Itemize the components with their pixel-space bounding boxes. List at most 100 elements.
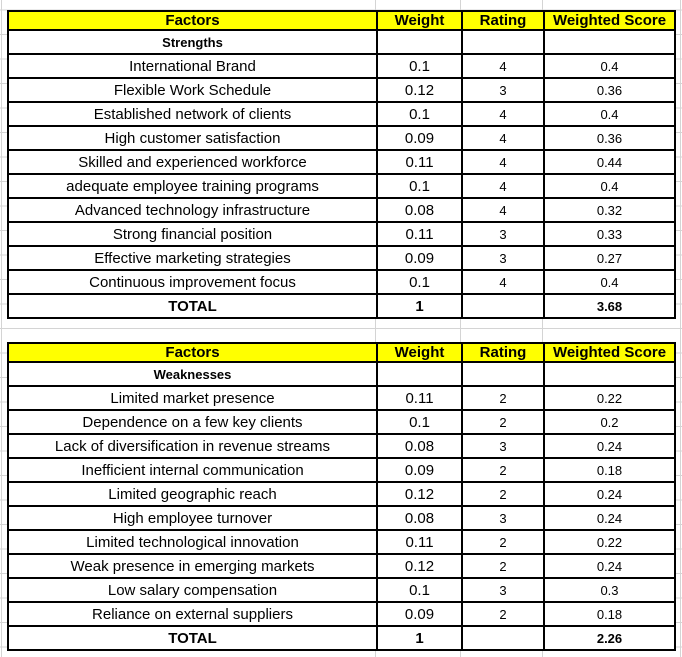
empty-cell[interactable]: [543, 29, 676, 55]
factor-cell[interactable]: Limited geographic reach: [7, 481, 378, 507]
factor-cell[interactable]: Effective marketing strategies: [7, 245, 378, 271]
score-cell[interactable]: 0.18: [543, 601, 676, 627]
score-cell[interactable]: 0.3: [543, 577, 676, 603]
rating-cell[interactable]: 3: [461, 433, 545, 459]
rating-cell[interactable]: 3: [461, 245, 545, 271]
factor-cell[interactable]: Low salary compensation: [7, 577, 378, 603]
score-cell[interactable]: 0.22: [543, 529, 676, 555]
factor-cell[interactable]: Strong financial position: [7, 221, 378, 247]
rating-cell[interactable]: 4: [461, 269, 545, 295]
weight-cell[interactable]: 0.11: [376, 221, 463, 247]
weight-cell[interactable]: 0.12: [376, 553, 463, 579]
total-score-cell[interactable]: 3.68: [543, 293, 676, 319]
rating-cell[interactable]: 4: [461, 197, 545, 223]
score-cell[interactable]: 0.24: [543, 505, 676, 531]
weight-cell[interactable]: 0.09: [376, 457, 463, 483]
factor-cell[interactable]: adequate employee training programs: [7, 173, 378, 199]
factor-cell[interactable]: High employee turnover: [7, 505, 378, 531]
total-label-cell[interactable]: TOTAL: [7, 625, 378, 651]
rating-cell[interactable]: 2: [461, 529, 545, 555]
weight-cell[interactable]: 0.12: [376, 481, 463, 507]
rating-cell[interactable]: 4: [461, 173, 545, 199]
empty-cell[interactable]: [543, 361, 676, 387]
rating-cell[interactable]: 3: [461, 577, 545, 603]
score-cell[interactable]: 0.24: [543, 553, 676, 579]
factor-cell[interactable]: Limited technological innovation: [7, 529, 378, 555]
factor-cell[interactable]: Continuous improvement focus: [7, 269, 378, 295]
factor-cell[interactable]: Weak presence in emerging markets: [7, 553, 378, 579]
rating-cell[interactable]: 2: [461, 553, 545, 579]
score-cell[interactable]: 0.27: [543, 245, 676, 271]
score-cell[interactable]: 0.4: [543, 269, 676, 295]
rating-cell[interactable]: 2: [461, 601, 545, 627]
column-header-weight[interactable]: Weight: [376, 342, 463, 363]
factor-cell[interactable]: Inefficient internal communication: [7, 457, 378, 483]
column-header-weighted-score[interactable]: Weighted Score: [543, 342, 676, 363]
weight-cell[interactable]: 0.11: [376, 529, 463, 555]
weight-cell[interactable]: 0.12: [376, 77, 463, 103]
rating-cell[interactable]: 2: [461, 409, 545, 435]
score-cell[interactable]: 0.44: [543, 149, 676, 175]
score-cell[interactable]: 0.36: [543, 125, 676, 151]
weight-cell[interactable]: 0.1: [376, 173, 463, 199]
section-label-strengths[interactable]: Strengths: [7, 29, 378, 55]
weight-cell[interactable]: 0.09: [376, 125, 463, 151]
factor-cell[interactable]: High customer satisfaction: [7, 125, 378, 151]
score-cell[interactable]: 0.24: [543, 481, 676, 507]
score-cell[interactable]: 0.22: [543, 385, 676, 411]
rating-cell[interactable]: 4: [461, 125, 545, 151]
total-weight-cell[interactable]: 1: [376, 625, 463, 651]
score-cell[interactable]: 0.32: [543, 197, 676, 223]
score-cell[interactable]: 0.24: [543, 433, 676, 459]
total-weight-cell[interactable]: 1: [376, 293, 463, 319]
score-cell[interactable]: 0.18: [543, 457, 676, 483]
empty-cell[interactable]: [376, 29, 463, 55]
score-cell[interactable]: 0.4: [543, 53, 676, 79]
factor-cell[interactable]: Advanced technology infrastructure: [7, 197, 378, 223]
rating-cell[interactable]: 4: [461, 149, 545, 175]
factor-cell[interactable]: Reliance on external suppliers: [7, 601, 378, 627]
rating-cell[interactable]: 4: [461, 101, 545, 127]
factor-cell[interactable]: Flexible Work Schedule: [7, 77, 378, 103]
empty-cell[interactable]: [461, 361, 545, 387]
total-rating-cell[interactable]: [461, 625, 545, 651]
score-cell[interactable]: 0.33: [543, 221, 676, 247]
factor-cell[interactable]: Limited market presence: [7, 385, 378, 411]
weight-cell[interactable]: 0.09: [376, 245, 463, 271]
factor-cell[interactable]: Established network of clients: [7, 101, 378, 127]
weight-cell[interactable]: 0.1: [376, 101, 463, 127]
column-header-factors[interactable]: Factors: [7, 10, 378, 31]
weight-cell[interactable]: 0.1: [376, 577, 463, 603]
weight-cell[interactable]: 0.09: [376, 601, 463, 627]
factor-cell[interactable]: Skilled and experienced workforce: [7, 149, 378, 175]
column-header-rating[interactable]: Rating: [461, 342, 545, 363]
score-cell[interactable]: 0.4: [543, 173, 676, 199]
column-header-weighted-score[interactable]: Weighted Score: [543, 10, 676, 31]
empty-cell[interactable]: [376, 361, 463, 387]
weight-cell[interactable]: 0.1: [376, 269, 463, 295]
weight-cell[interactable]: 0.1: [376, 409, 463, 435]
empty-cell[interactable]: [461, 29, 545, 55]
total-label-cell[interactable]: TOTAL: [7, 293, 378, 319]
column-header-rating[interactable]: Rating: [461, 10, 545, 31]
score-cell[interactable]: 0.2: [543, 409, 676, 435]
factor-cell[interactable]: Dependence on a few key clients: [7, 409, 378, 435]
weight-cell[interactable]: 0.08: [376, 433, 463, 459]
rating-cell[interactable]: 2: [461, 385, 545, 411]
rating-cell[interactable]: 3: [461, 505, 545, 531]
score-cell[interactable]: 0.4: [543, 101, 676, 127]
section-label-weaknesses[interactable]: Weaknesses: [7, 361, 378, 387]
weight-cell[interactable]: 0.11: [376, 385, 463, 411]
rating-cell[interactable]: 3: [461, 77, 545, 103]
total-rating-cell[interactable]: [461, 293, 545, 319]
score-cell[interactable]: 0.36: [543, 77, 676, 103]
factor-cell[interactable]: International Brand: [7, 53, 378, 79]
rating-cell[interactable]: 4: [461, 53, 545, 79]
rating-cell[interactable]: 2: [461, 457, 545, 483]
weight-cell[interactable]: 0.1: [376, 53, 463, 79]
weight-cell[interactable]: 0.08: [376, 505, 463, 531]
rating-cell[interactable]: 2: [461, 481, 545, 507]
total-score-cell[interactable]: 2.26: [543, 625, 676, 651]
weight-cell[interactable]: 0.08: [376, 197, 463, 223]
weight-cell[interactable]: 0.11: [376, 149, 463, 175]
